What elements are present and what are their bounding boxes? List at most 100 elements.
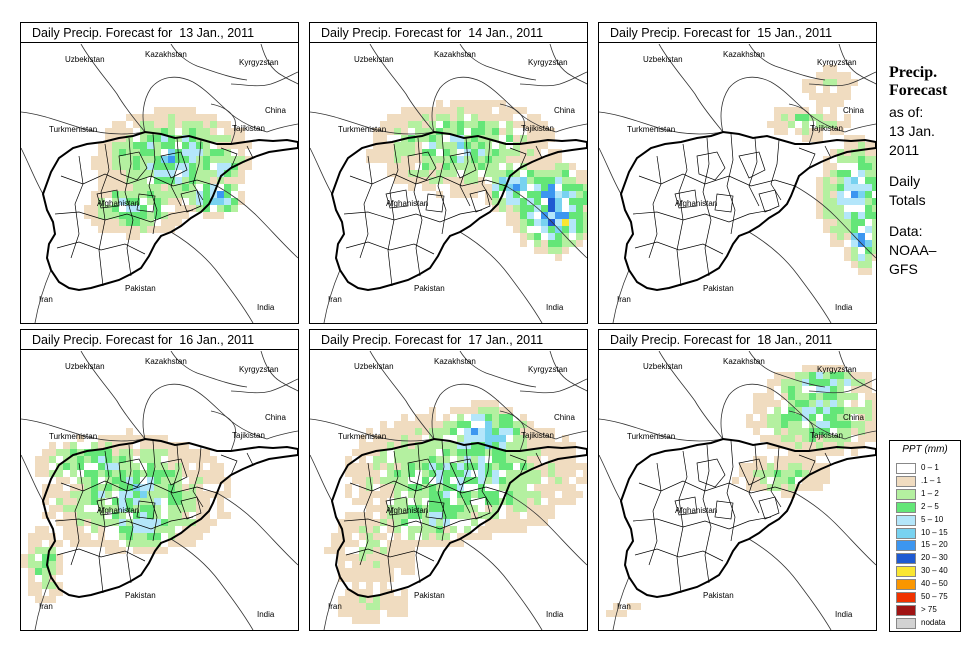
precip-cell <box>774 435 781 442</box>
precip-cell <box>98 205 105 212</box>
precip-cell <box>359 435 366 442</box>
precip-cell <box>147 526 154 533</box>
precip-cell <box>492 191 499 198</box>
precip-cell <box>816 442 823 449</box>
precip-cell <box>851 254 858 261</box>
precip-cell <box>210 135 217 142</box>
precip-cell <box>126 428 133 435</box>
precip-cell <box>527 142 534 149</box>
precip-cell <box>548 135 555 142</box>
precip-cell <box>548 226 555 233</box>
province-border <box>54 516 194 530</box>
precip-cell <box>767 442 774 449</box>
precip-cell <box>105 170 112 177</box>
precip-cell <box>872 205 876 212</box>
country-border <box>459 44 537 81</box>
precip-cell <box>527 498 534 505</box>
precip-cell <box>42 498 49 505</box>
precip-cell <box>858 428 865 435</box>
precip-cell <box>527 233 534 240</box>
precip-cell <box>98 484 105 491</box>
precip-cell <box>387 512 394 519</box>
precip-cell <box>830 240 837 247</box>
precip-cell <box>851 393 858 400</box>
precip-cell <box>499 414 506 421</box>
country-border <box>788 410 814 452</box>
precip-cell <box>366 603 373 610</box>
precip-cell <box>471 435 478 442</box>
precip-cell <box>506 428 513 435</box>
precip-cell <box>781 484 788 491</box>
province-border <box>702 137 712 277</box>
legend-swatch <box>896 488 916 500</box>
precip-cell <box>147 505 154 512</box>
precip-cell <box>534 519 541 526</box>
precip-cell <box>865 421 872 428</box>
precip-cell <box>422 163 429 170</box>
precip-cell <box>112 121 119 128</box>
precip-cell <box>189 114 196 121</box>
precip-cell <box>485 526 492 533</box>
country-label-tajikistan: Tajikistan <box>810 124 843 133</box>
precip-cell <box>196 512 203 519</box>
precip-cell <box>520 414 527 421</box>
precip-cell <box>168 456 175 463</box>
precip-cell <box>154 128 161 135</box>
precip-cell <box>401 177 408 184</box>
precip-cell <box>394 463 401 470</box>
precip-cell <box>408 107 415 114</box>
legend-item: 20 – 30 <box>896 553 960 565</box>
province-border <box>714 193 734 213</box>
precip-cell <box>436 100 443 107</box>
precip-cell <box>429 142 436 149</box>
precip-cell <box>513 212 520 219</box>
precip-cell <box>492 491 499 498</box>
precip-cell <box>513 184 520 191</box>
precip-cell <box>366 505 373 512</box>
precip-cell <box>196 477 203 484</box>
province-border <box>634 548 724 562</box>
precip-cell <box>450 463 457 470</box>
province-border <box>638 480 796 494</box>
precip-cell <box>830 93 837 100</box>
country-border <box>142 76 194 133</box>
precip-cell <box>77 533 84 540</box>
country-border <box>748 351 826 388</box>
precip-cell <box>534 477 541 484</box>
country-label-kazakhstan: Kazakhstan <box>434 357 476 366</box>
precip-cell <box>105 519 112 526</box>
precip-cell <box>161 442 168 449</box>
precip-cell <box>429 540 436 547</box>
precip-cell <box>35 463 42 470</box>
precip-cell <box>513 526 520 533</box>
precip-cell <box>527 163 534 170</box>
precip-cell <box>471 456 478 463</box>
precip-cell <box>77 477 84 484</box>
precip-cell <box>872 400 876 407</box>
country-label-china: China <box>554 106 575 115</box>
precip-cell <box>464 191 471 198</box>
precip-cell <box>830 170 837 177</box>
precip-cell <box>520 219 527 226</box>
country-border <box>310 454 333 502</box>
precip-cell <box>63 498 70 505</box>
precip-cell <box>513 198 520 205</box>
precip-cell <box>774 456 781 463</box>
precip-cell <box>373 142 380 149</box>
precip-cell <box>774 428 781 435</box>
province-border <box>180 189 202 213</box>
precip-cell <box>182 142 189 149</box>
precip-cell <box>555 247 562 254</box>
precip-cell <box>865 268 872 275</box>
precip-cell <box>485 512 492 519</box>
precip-cell <box>548 442 555 449</box>
province-border <box>385 496 409 516</box>
precip-cell <box>415 149 422 156</box>
legend-label: 1 – 2 <box>921 488 939 498</box>
precip-cell <box>429 491 436 498</box>
precip-cell <box>436 540 443 547</box>
province-border <box>509 454 527 476</box>
precip-cell <box>450 156 457 163</box>
precip-cell <box>809 484 816 491</box>
precip-cell <box>373 568 380 575</box>
